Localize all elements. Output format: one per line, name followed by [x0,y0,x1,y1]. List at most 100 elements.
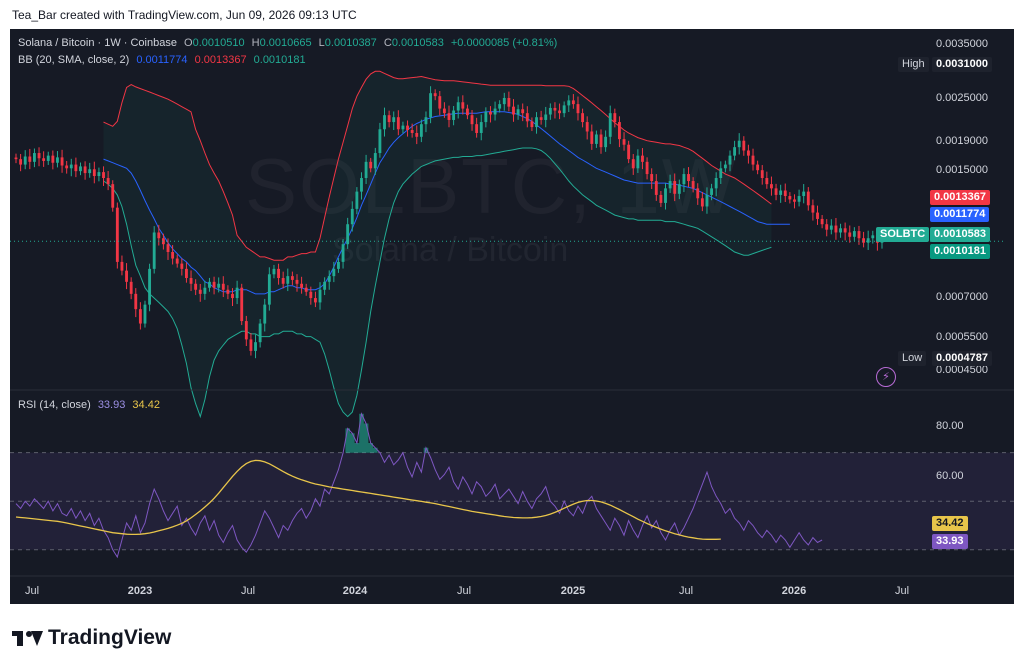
candle-body [696,188,700,199]
candle [461,95,465,115]
chart-frame[interactable]: SOLBTC, 1W Solana / Bitcoin Solana / Bit… [10,29,1014,604]
candle-body [751,155,755,165]
candle-body [760,170,764,179]
candle-body [143,304,147,324]
candle [65,160,69,174]
candle-body [585,122,589,132]
candle [221,276,225,298]
candle [806,187,810,211]
candle-body [249,339,253,351]
candle-body [69,164,73,169]
high-label: H [251,37,260,49]
candle-body [498,104,502,109]
price-pane[interactable] [10,29,1014,604]
candle-body [272,268,276,275]
candle-body [654,181,658,195]
candle [198,283,202,302]
candle-body [244,321,248,340]
rsi-tick: 80.00 [936,420,964,432]
candle [774,183,778,201]
candle-body [820,218,824,225]
candle [825,219,829,237]
candle-body [396,117,400,130]
bb-upper-line [103,70,772,261]
candle-body [765,178,769,185]
candle [659,191,663,207]
candle-body [839,228,842,233]
candle-body [419,124,423,137]
candle [185,262,188,283]
candle [668,174,672,194]
bb-lower-line [103,147,772,419]
candle-body [383,115,386,130]
candle-body [129,281,133,294]
tradingview-logo[interactable]: TradingView [12,626,171,650]
brand-name: TradingView [48,626,172,649]
candle-body [631,159,635,169]
candle-body [74,164,78,172]
time-tick: 2023 [127,585,153,597]
bb-label: BB (20, SMA, close, 2) [18,54,130,66]
candle [373,147,377,175]
candle [447,105,451,128]
candle [839,223,842,238]
candle [180,258,184,276]
candle-body [60,157,64,166]
candle [848,225,852,243]
candle [571,94,575,109]
candle-body [286,276,290,284]
candle-body [355,191,359,209]
candle [705,187,709,214]
candle [212,276,216,295]
candle-body [240,287,244,322]
candle [396,110,400,136]
candle-body [309,291,313,299]
candle-body [857,231,861,239]
candle [148,263,152,312]
candle-body [571,100,575,105]
candle-body [645,161,649,175]
candle [696,183,700,205]
time-tick: 2024 [342,585,368,597]
candle [83,161,87,180]
candle-body [834,225,838,233]
candle [102,166,105,186]
rsi-tag: 33.93 [932,534,968,549]
candle-body [106,178,110,185]
candle [479,114,483,141]
price-tick: 0.0007000 [936,291,988,303]
candle [539,110,543,125]
candle [866,230,870,250]
candle [424,111,428,133]
candle-body [185,268,188,279]
candle [106,171,110,191]
candle-body [19,159,23,165]
candle-body [562,105,566,114]
candle-body [217,283,221,288]
candle [654,174,658,201]
candle [544,106,548,128]
candle [862,231,866,248]
candle-body [618,122,621,140]
rsi-ma-line [15,459,721,540]
candle [88,162,92,178]
lightning-icon[interactable]: ⚡ [876,367,896,387]
candle [60,149,64,173]
high-value-tag: 0.0031000 [932,57,992,72]
candle [231,288,234,307]
candle-body [627,144,631,160]
candle-body [479,122,483,133]
candle-body [258,323,262,343]
candle-body [300,283,304,288]
candle [323,277,327,296]
price-tick: 0.0019000 [936,135,988,147]
bb-lower-value: 0.0010181 [253,54,306,66]
candle [700,191,704,212]
candle [14,153,18,164]
low-label-tag: Low [898,351,927,366]
candle-body [277,268,280,279]
candle [525,106,529,128]
symbol-legend: Solana / Bitcoin · 1W · Coinbase O0.0010… [18,37,561,49]
candle [350,201,354,232]
candle-body [465,108,469,116]
